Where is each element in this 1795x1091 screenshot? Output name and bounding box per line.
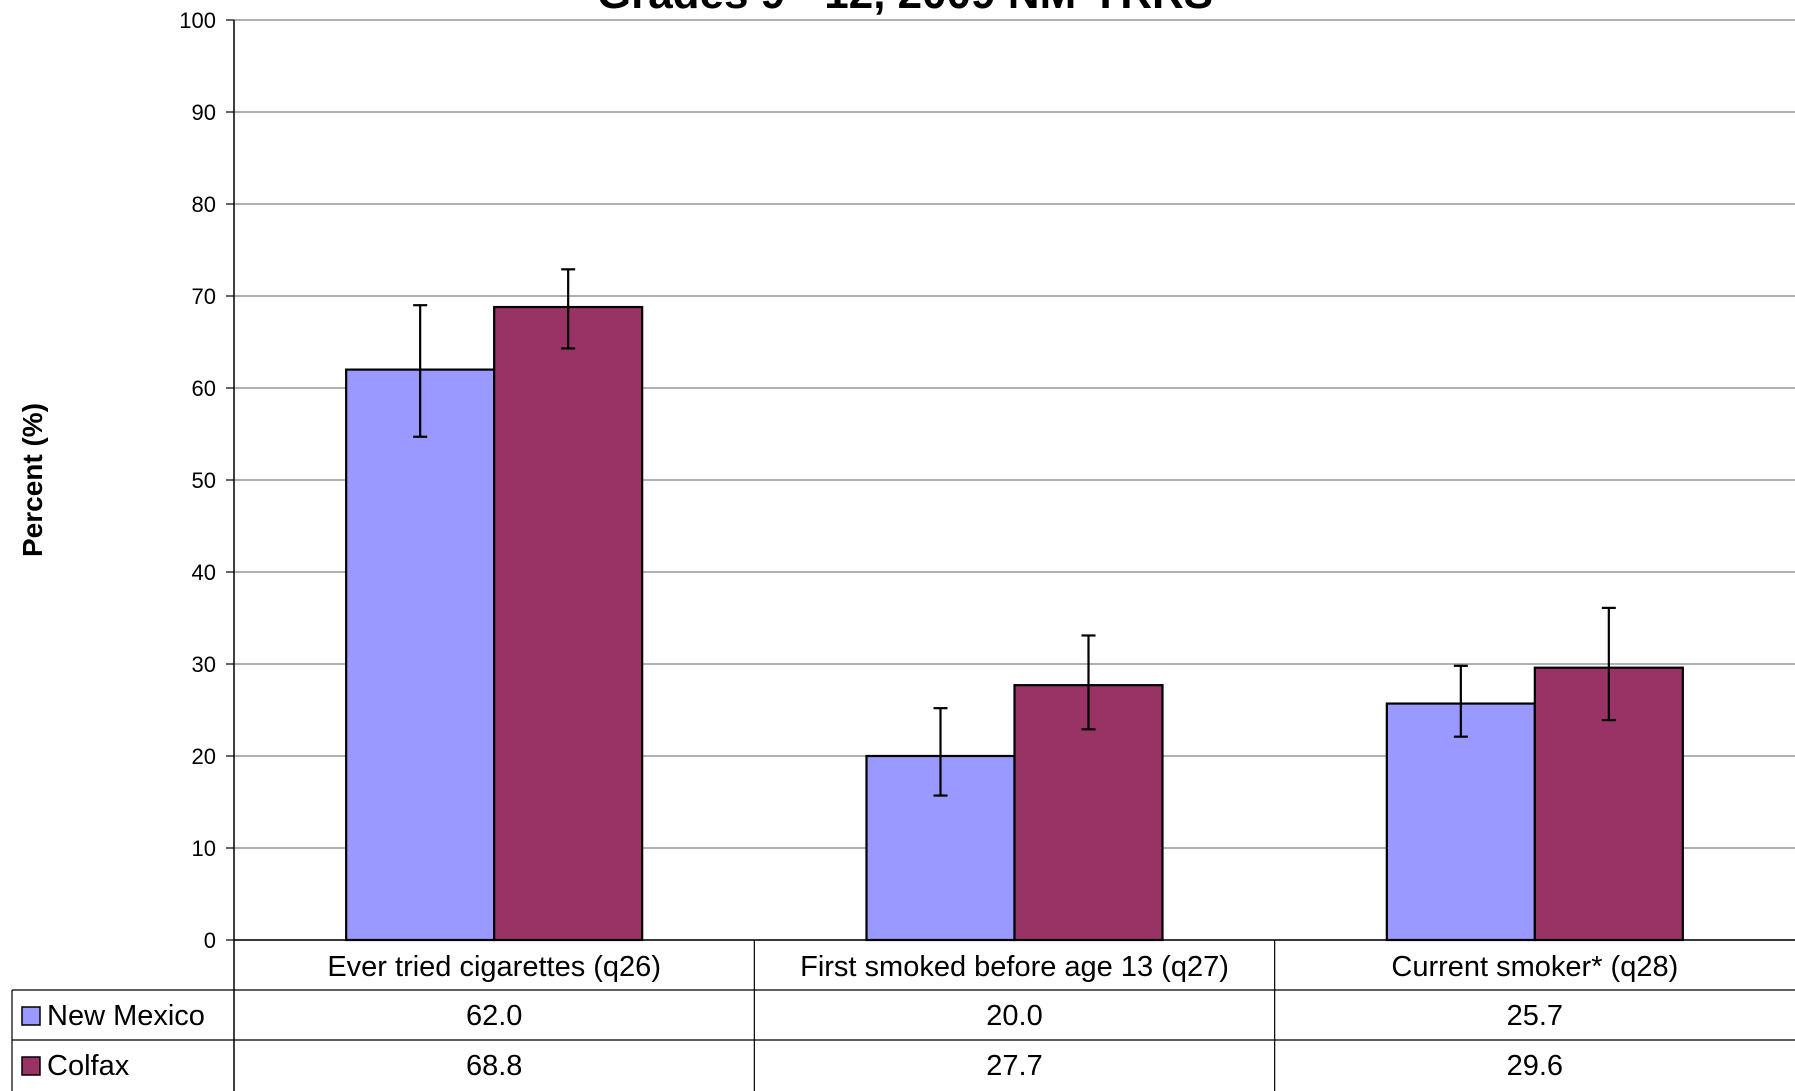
y-axis-label: Percent (%)	[17, 403, 48, 557]
y-tick-label: 30	[192, 652, 216, 677]
legend-swatch	[21, 1056, 41, 1076]
y-tick-label: 20	[192, 744, 216, 769]
bar-new-mexico	[345, 368, 496, 942]
axes: 0 10 20 30 40 50 60 70 80 90 100	[179, 8, 1795, 953]
y-tick-label: 50	[192, 468, 216, 493]
y-tick-label: 60	[192, 376, 216, 401]
legend-series-name: Colfax	[47, 1050, 130, 1082]
data-label: 62.0	[466, 1000, 522, 1032]
data-label: 68.8	[466, 1050, 522, 1082]
y-tick-label: 0	[204, 928, 216, 953]
y-tick-label: 40	[192, 560, 216, 585]
data-label: 25.7	[1507, 1000, 1563, 1032]
y-tick-label: 70	[192, 284, 216, 309]
data-label: 20.0	[986, 1000, 1042, 1032]
chart-title: Grades 9 - 12, 2009 NM-YRRS	[597, 0, 1213, 18]
y-tick-label: 90	[192, 100, 216, 125]
bar-colfax	[493, 305, 644, 942]
data-table: Ever tried cigarettes (q26) First smoked …	[11, 940, 1795, 1091]
legend-swatch	[21, 1006, 41, 1026]
y-tick-label: 10	[192, 836, 216, 861]
bars	[345, 305, 1684, 942]
x-category-label: Current smoker* (q28)	[1391, 951, 1678, 983]
error-bars	[413, 268, 1616, 797]
x-category-label: First smoked before age 13 (q27)	[800, 951, 1229, 983]
data-label: 27.7	[986, 1050, 1042, 1082]
y-tick-label: 100	[179, 8, 216, 33]
x-category-label: Ever tried cigarettes (q26)	[327, 951, 661, 983]
legend-series-name: New Mexico	[47, 1000, 205, 1032]
y-tick-label: 80	[192, 192, 216, 217]
bar-new-mexico	[1385, 702, 1536, 942]
data-label: 29.6	[1507, 1050, 1563, 1082]
